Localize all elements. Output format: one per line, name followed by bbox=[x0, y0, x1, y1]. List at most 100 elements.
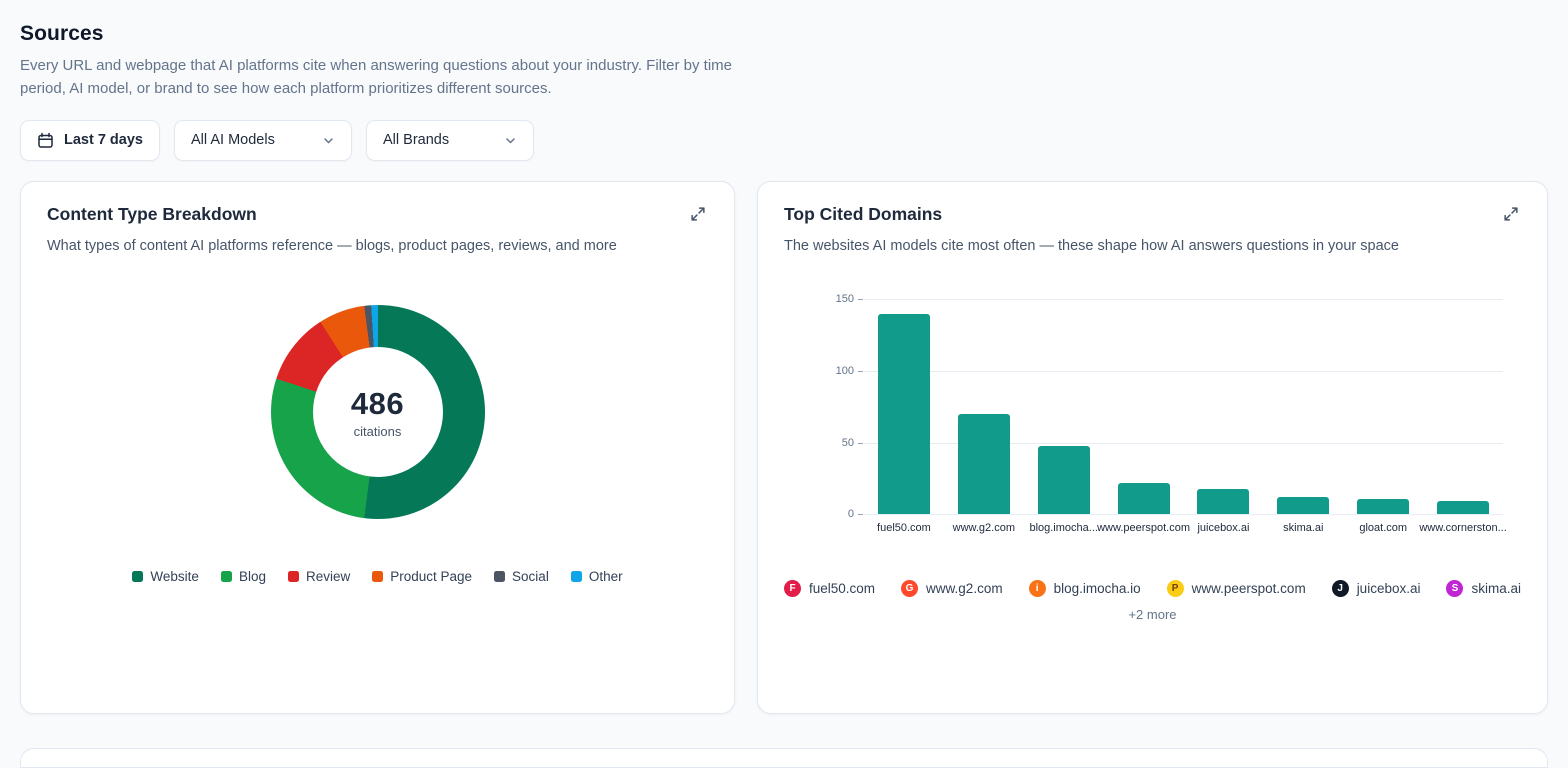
content-type-subtitle: What types of content AI platforms refer… bbox=[47, 237, 617, 254]
sources-page: Sources Every URL and webpage that AI pl… bbox=[20, 22, 1548, 714]
domain-favicon: S bbox=[1446, 580, 1464, 598]
gridline bbox=[864, 442, 1503, 444]
bar-slot: juicebox.ai bbox=[1184, 299, 1264, 534]
bar[interactable] bbox=[1037, 445, 1090, 515]
y-axis-tick bbox=[858, 299, 863, 301]
bar[interactable] bbox=[1197, 488, 1250, 515]
more-domains-label[interactable]: +2 more bbox=[1128, 607, 1177, 623]
content-type-legend: Website Blog Review Product Page Social Other bbox=[47, 569, 708, 584]
legend-item[interactable]: Social bbox=[494, 569, 549, 584]
legend-label: Other bbox=[588, 569, 623, 585]
calendar-icon bbox=[37, 132, 54, 149]
legend-item[interactable]: Product Page bbox=[372, 569, 472, 584]
bar-slot: www.peerspot.com bbox=[1097, 299, 1190, 534]
top-domains-card: Top Cited Domains The websites AI models… bbox=[757, 180, 1548, 714]
donut-center: 486 citations bbox=[312, 347, 443, 478]
y-axis-tick bbox=[858, 371, 863, 372]
page-title: Sources bbox=[20, 22, 104, 45]
x-axis-label: blog.imocha... bbox=[1029, 522, 1098, 535]
domain-label: blog.imocha.io bbox=[1053, 581, 1141, 597]
cited-domain-item[interactable]: i blog.imocha.io bbox=[1028, 580, 1141, 598]
content-type-card: Content Type Breakdown What types of con… bbox=[20, 180, 735, 714]
domain-favicon: J bbox=[1331, 580, 1349, 598]
legend-swatch bbox=[494, 571, 506, 583]
domain-favicon: P bbox=[1166, 580, 1184, 598]
x-axis-label: www.g2.com bbox=[952, 522, 1015, 535]
top-domains-subtitle: The websites AI models cite most often —… bbox=[784, 237, 1399, 254]
bar[interactable] bbox=[957, 414, 1010, 515]
ai-model-value: All AI Models bbox=[191, 132, 275, 149]
gridline bbox=[864, 299, 1503, 301]
bar-slot: www.cornerston... bbox=[1419, 299, 1507, 534]
legend-item[interactable]: Review bbox=[287, 569, 351, 585]
domain-favicon: i bbox=[1028, 580, 1046, 598]
next-card-peek bbox=[20, 748, 1548, 768]
legend-swatch bbox=[220, 571, 232, 583]
legend-label: Social bbox=[512, 569, 549, 585]
legend-label: Product Page bbox=[390, 569, 473, 585]
cards-row: Content Type Breakdown What types of con… bbox=[20, 180, 1548, 714]
x-axis-label: skima.ai bbox=[1283, 522, 1324, 535]
brand-value: All Brands bbox=[383, 132, 450, 149]
expand-icon[interactable] bbox=[688, 204, 708, 224]
x-axis-label: juicebox.ai bbox=[1197, 522, 1250, 535]
date-range-label: Last 7 days bbox=[64, 132, 143, 149]
domain-label: www.peerspot.com bbox=[1191, 581, 1306, 597]
bar-slot: www.g2.com bbox=[944, 299, 1024, 534]
date-range-button[interactable]: Last 7 days bbox=[20, 119, 160, 161]
legend-label: Website bbox=[150, 569, 199, 585]
legend-item[interactable]: Blog bbox=[220, 569, 266, 585]
legend-swatch bbox=[132, 571, 144, 583]
domain-label: www.g2.com bbox=[926, 581, 1003, 597]
expand-icon[interactable] bbox=[1501, 204, 1521, 224]
page-subtitle: Every URL and webpage that AI platforms … bbox=[20, 57, 733, 97]
legend-item[interactable]: Other bbox=[570, 569, 623, 585]
bar[interactable] bbox=[1357, 498, 1410, 515]
bar[interactable] bbox=[1437, 501, 1490, 515]
bar-slot: fuel50.com bbox=[864, 299, 944, 534]
domain-favicon: F bbox=[784, 580, 801, 598]
domain-label: skima.ai bbox=[1471, 581, 1521, 597]
legend-label: Review bbox=[305, 569, 351, 585]
bar-slot: blog.imocha... bbox=[1024, 299, 1104, 534]
x-axis-label: gloat.com bbox=[1359, 522, 1408, 535]
content-type-title: Content Type Breakdown bbox=[47, 203, 257, 224]
domain-favicon: G bbox=[901, 580, 919, 598]
legend-item[interactable]: Website bbox=[132, 569, 199, 584]
chevron-down-icon bbox=[322, 134, 335, 147]
legend-swatch bbox=[287, 571, 299, 583]
domain-label: juicebox.ai bbox=[1356, 581, 1421, 597]
legend-label: Blog bbox=[238, 569, 266, 585]
y-axis-tick-label: 50 bbox=[841, 436, 854, 449]
x-axis-label: www.cornerston... bbox=[1419, 522, 1507, 535]
y-axis-tick-label: 0 bbox=[847, 508, 854, 521]
y-axis-tick bbox=[858, 514, 863, 516]
gridline bbox=[864, 514, 1503, 516]
brand-select[interactable]: All Brands bbox=[366, 119, 534, 161]
top-domains-bar-chart: 0 50 100 150 fuel50.com www.g2.com blog.imocha… bbox=[814, 293, 1511, 534]
ai-model-select[interactable]: All AI Models bbox=[174, 119, 352, 161]
top-domains-title: Top Cited Domains bbox=[784, 203, 943, 224]
chevron-down-icon bbox=[504, 134, 517, 147]
bar[interactable] bbox=[1277, 497, 1330, 515]
content-type-donut-chart[interactable]: 486 citations bbox=[270, 305, 485, 520]
y-axis-tick-label: 100 bbox=[835, 365, 854, 377]
bar[interactable] bbox=[877, 313, 930, 515]
domain-label: fuel50.com bbox=[809, 581, 876, 597]
bars-row: fuel50.com www.g2.com blog.imocha... www.pe… bbox=[864, 299, 1507, 534]
legend-swatch bbox=[372, 571, 384, 583]
y-axis-tick-label: 150 bbox=[835, 293, 854, 306]
gridline bbox=[864, 371, 1503, 372]
x-axis-label: fuel50.com bbox=[877, 522, 931, 535]
bar[interactable] bbox=[1117, 482, 1170, 515]
legend-swatch bbox=[570, 571, 582, 583]
y-axis-tick bbox=[858, 442, 863, 444]
filter-bar: Last 7 days All AI Models All Brands bbox=[20, 119, 1548, 161]
bar-slot: skima.ai bbox=[1263, 299, 1343, 534]
